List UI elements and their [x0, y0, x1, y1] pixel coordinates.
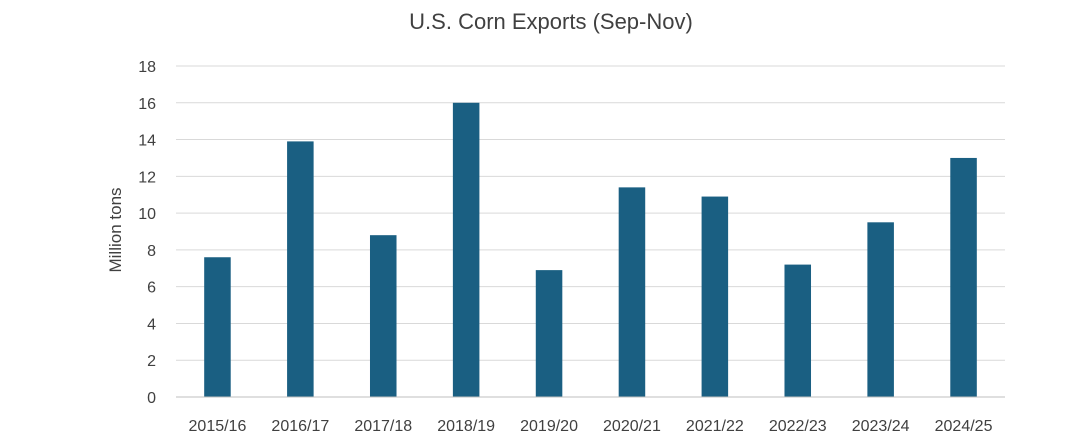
- x-axis-ticks: 2015/16 2016/17 2017/18 2018/19 2019/20 2020/…: [189, 418, 993, 435]
- bar: [950, 157, 977, 397]
- y-tick-label: 18: [138, 59, 156, 76]
- x-tick-label: 2019/20: [520, 418, 578, 435]
- y-tick-label: 10: [138, 206, 156, 223]
- y-tick-label: 4: [147, 316, 156, 333]
- y-tick-label: 6: [147, 280, 156, 297]
- bar: [204, 257, 231, 397]
- bar: [287, 141, 314, 397]
- chart-title: U.S. Corn Exports (Sep-Nov): [409, 9, 693, 34]
- x-tick-label: 2020/21: [603, 418, 661, 435]
- x-tick-label: 2021/22: [686, 418, 744, 435]
- bar: [701, 196, 729, 397]
- gridlines: [176, 65, 1005, 361]
- x-tick-label: 2023/24: [852, 418, 910, 435]
- bar: [369, 235, 397, 397]
- x-tick-label: 2018/19: [437, 418, 495, 435]
- x-tick-label: 2017/18: [354, 418, 412, 435]
- y-axis-label: Million tons: [106, 187, 125, 272]
- bar: [618, 187, 646, 397]
- x-tick-label: 2016/17: [271, 418, 329, 435]
- bar: [452, 102, 480, 398]
- bar: [535, 270, 563, 397]
- bars: [204, 102, 977, 398]
- y-tick-label: 2: [147, 353, 156, 370]
- x-tick-label: 2015/16: [189, 418, 247, 435]
- x-tick-label: 2022/23: [769, 418, 827, 435]
- x-tick-label: 2024/25: [935, 418, 993, 435]
- y-tick-label: 12: [138, 169, 156, 186]
- y-axis-ticks: 0 2 4 6 8 10 12 14 16 18: [138, 59, 156, 407]
- y-tick-label: 8: [147, 243, 156, 260]
- y-tick-label: 14: [138, 133, 156, 150]
- bar: [867, 222, 894, 397]
- y-tick-label: 16: [138, 96, 156, 113]
- bar: [784, 264, 812, 397]
- y-tick-label: 0: [147, 390, 156, 407]
